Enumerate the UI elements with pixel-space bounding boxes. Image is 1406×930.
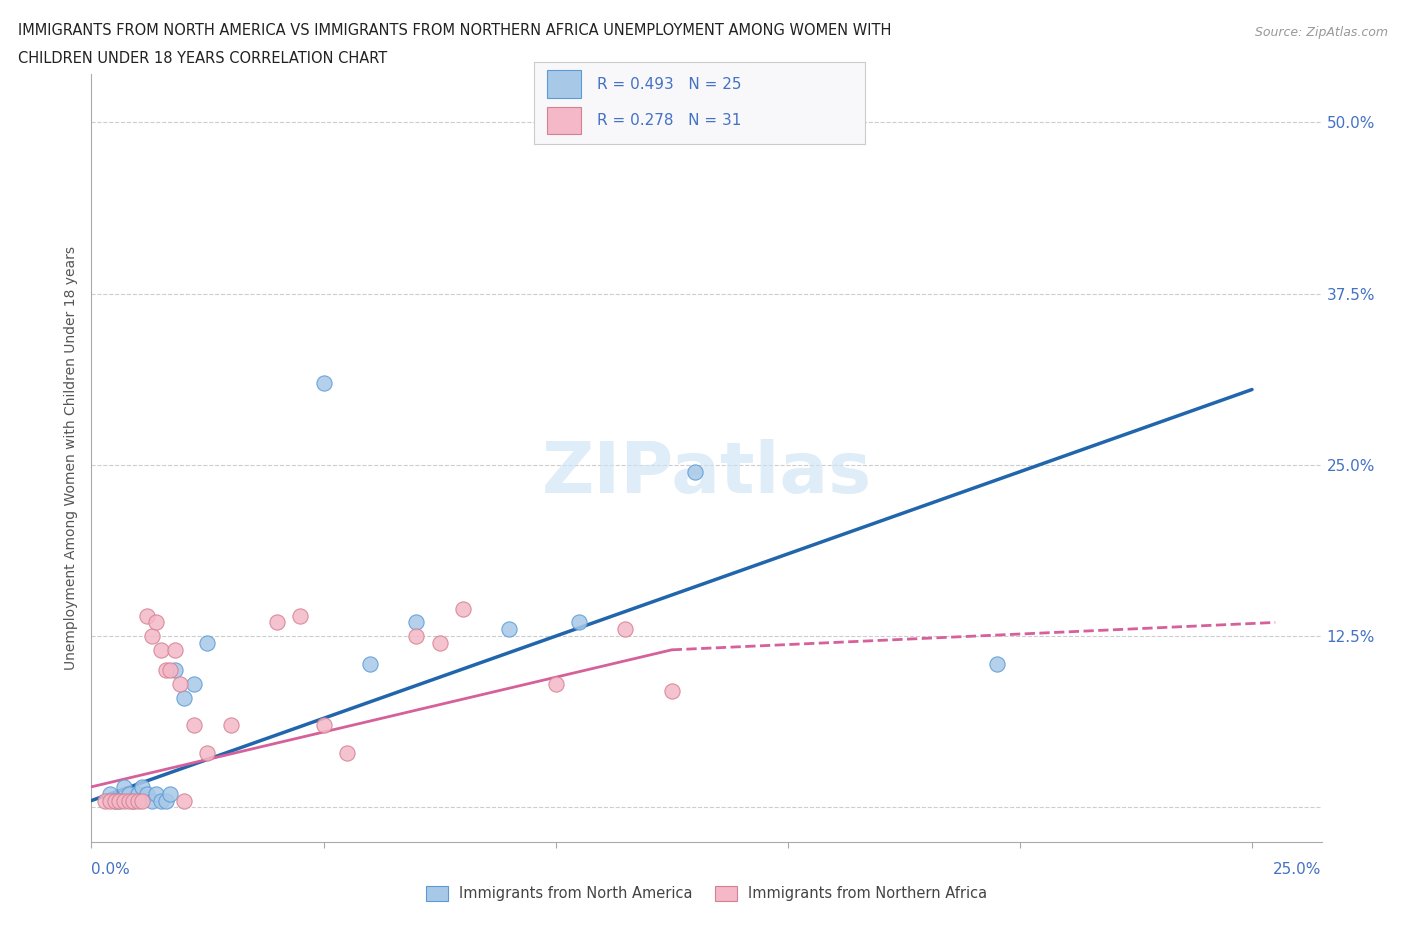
Point — [112, 779, 135, 794]
Point — [163, 663, 186, 678]
Point — [159, 663, 181, 678]
Point — [405, 629, 427, 644]
Point — [451, 602, 474, 617]
Point — [155, 793, 177, 808]
Text: Source: ZipAtlas.com: Source: ZipAtlas.com — [1254, 26, 1388, 39]
Point — [127, 786, 149, 801]
Point — [290, 608, 312, 623]
Text: ZIPatlas: ZIPatlas — [541, 439, 872, 508]
Point — [150, 793, 173, 808]
Point — [169, 677, 191, 692]
Point — [94, 793, 117, 808]
Point — [145, 615, 167, 630]
FancyBboxPatch shape — [547, 71, 581, 99]
Point — [498, 622, 520, 637]
Point — [544, 677, 567, 692]
Point — [312, 718, 335, 733]
Point — [98, 786, 121, 801]
Point — [219, 718, 242, 733]
Point — [112, 793, 135, 808]
Point — [150, 643, 173, 658]
Point — [136, 786, 159, 801]
Text: 0.0%: 0.0% — [91, 862, 131, 877]
Point — [197, 745, 219, 760]
Point — [266, 615, 288, 630]
Point — [568, 615, 591, 630]
Y-axis label: Unemployment Among Women with Children Under 18 years: Unemployment Among Women with Children U… — [65, 246, 79, 670]
Point — [159, 786, 181, 801]
Point — [104, 793, 127, 808]
Text: R = 0.278   N = 31: R = 0.278 N = 31 — [598, 113, 741, 128]
Point — [145, 786, 167, 801]
Point — [683, 464, 706, 479]
Point — [163, 643, 186, 658]
Point — [108, 793, 131, 808]
Point — [141, 629, 163, 644]
Point — [131, 779, 153, 794]
Point — [312, 375, 335, 390]
Point — [614, 622, 637, 637]
Text: CHILDREN UNDER 18 YEARS CORRELATION CHART: CHILDREN UNDER 18 YEARS CORRELATION CHAR… — [18, 51, 388, 66]
Point — [122, 793, 145, 808]
Point — [336, 745, 359, 760]
Point — [429, 635, 451, 650]
Point — [986, 656, 1008, 671]
Legend: Immigrants from North America, Immigrants from Northern Africa: Immigrants from North America, Immigrant… — [420, 880, 993, 908]
Point — [173, 690, 195, 705]
Point — [117, 793, 139, 808]
Point — [405, 615, 427, 630]
Point — [104, 793, 127, 808]
Text: 25.0%: 25.0% — [1274, 862, 1322, 877]
Point — [122, 793, 145, 808]
Point — [117, 786, 139, 801]
Point — [108, 793, 131, 808]
FancyBboxPatch shape — [547, 107, 581, 134]
Point — [155, 663, 177, 678]
Point — [141, 793, 163, 808]
Point — [127, 793, 149, 808]
Point — [661, 684, 683, 698]
Point — [197, 635, 219, 650]
Text: R = 0.493   N = 25: R = 0.493 N = 25 — [598, 77, 741, 92]
Point — [136, 608, 159, 623]
Point — [359, 656, 381, 671]
Point — [183, 677, 205, 692]
Point — [183, 718, 205, 733]
Point — [173, 793, 195, 808]
Text: IMMIGRANTS FROM NORTH AMERICA VS IMMIGRANTS FROM NORTHERN AFRICA UNEMPLOYMENT AM: IMMIGRANTS FROM NORTH AMERICA VS IMMIGRA… — [18, 23, 891, 38]
Point — [131, 793, 153, 808]
Point — [98, 793, 121, 808]
